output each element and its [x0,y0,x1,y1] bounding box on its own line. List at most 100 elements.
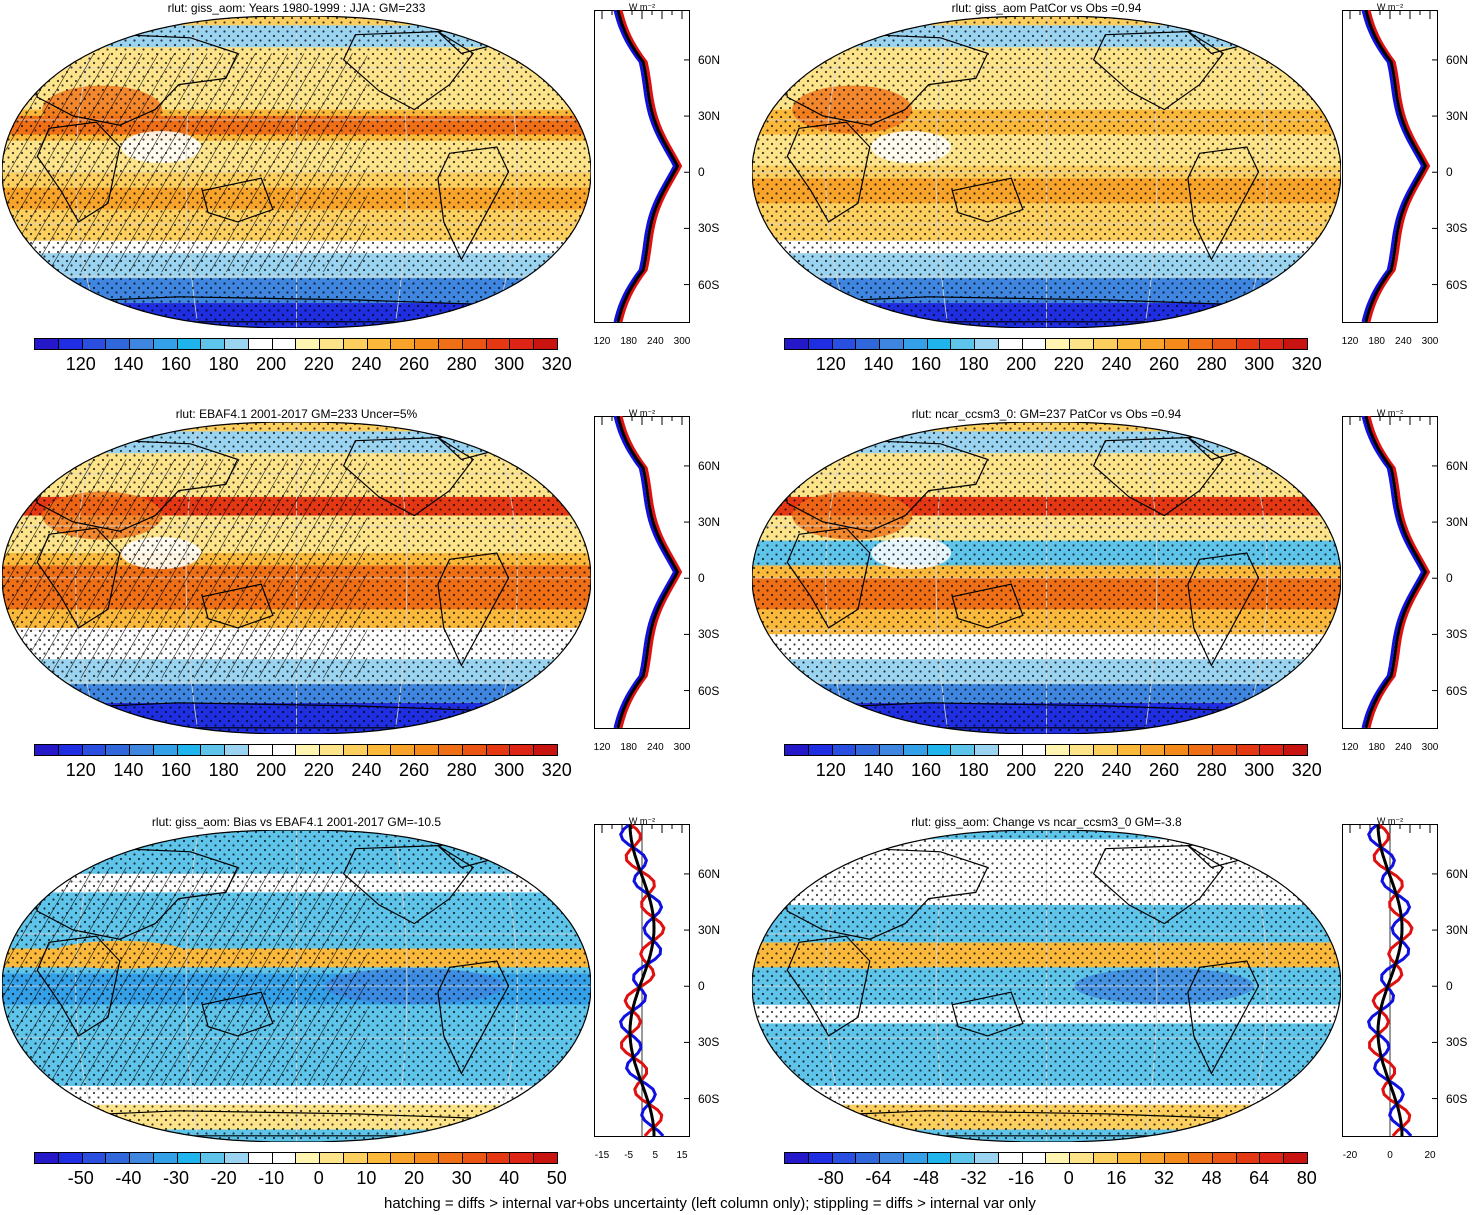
colorbar-swatch [927,339,952,349]
zonal-line [618,824,665,1138]
stippling [752,16,1341,328]
latitude-label: 30N [1446,109,1469,124]
colorbar-label: 140 [113,354,144,374]
zonal-x-tick-label: 180 [1368,742,1385,753]
zonal-x-tick-label: 300 [673,336,691,347]
map-title: rlut: giss_aom PatCor vs Obs =0.94 [951,1,1142,15]
colorbar-swatch [391,745,416,755]
colorbar-label: 160 [910,760,942,780]
latitude-label: 0 [698,165,705,180]
colorbar-swatch [832,339,857,349]
colorbar-label: 32 [1153,1168,1175,1188]
colorbar-swatch [1212,1153,1237,1163]
colorbar-swatch [130,1153,154,1163]
colorbar-label: 320 [541,354,572,374]
colorbar-swatch [343,745,368,755]
colorbar-swatch [415,745,440,755]
colorbar-label: 180 [958,760,989,780]
colorbar-swatch [225,745,249,755]
colorbar [34,338,558,350]
zonal-line [1367,416,1431,729]
colorbar-swatch [1284,1153,1307,1163]
colorbar-swatch [1141,745,1166,755]
colorbar-label: 220 [1053,760,1084,780]
colorbar-swatch [998,339,1023,349]
colorbar-label: 64 [1249,1168,1270,1188]
colorbar-swatch [248,1153,273,1163]
zonal-mean-plot [1342,416,1438,729]
colorbar-swatch [1284,745,1307,755]
latitude-label: 0 [1446,571,1453,586]
hatching [2,53,368,272]
colorbar-label: 320 [1291,760,1322,780]
colorbar-label: 20 [403,1168,425,1188]
colorbar-label: 320 [1291,354,1322,374]
zonal-mean-plot [594,10,690,323]
latitude-label: 0 [698,979,705,994]
zonal-line [1364,10,1428,323]
zonal-units: W m⁻² [1376,2,1404,12]
latitude-label: 30S [1446,627,1468,642]
colorbar-label: 220 [303,354,334,374]
colorbar-label: 120 [815,354,846,374]
figure-footnote: hatching = diffs > internal var+obs unce… [384,1195,1036,1212]
map-title: rlut: giss_aom: Years 1980-1999 : JJA : … [167,1,426,15]
colorbar-label: 40 [499,1168,520,1188]
colorbar-label: 120 [65,354,96,374]
colorbar-label: 240 [1101,354,1132,374]
colorbar-swatch [1117,745,1142,755]
colorbar-swatch [975,745,999,755]
colorbar-swatch [153,339,178,349]
colorbar-swatch [320,1153,344,1163]
colorbar-swatch [832,1153,857,1163]
colorbar-swatch [439,1153,463,1163]
colorbar-label: 260 [398,354,430,374]
latitude-label: 30S [698,1035,720,1050]
colorbar-swatch [153,1153,178,1163]
colorbar-swatch [951,339,976,349]
colorbar-swatch [82,339,107,349]
colorbar-swatch [225,339,249,349]
zonal-x-tick-label: -20 [1342,1150,1358,1161]
colorbar-swatch [367,745,392,755]
colorbar-swatch [1260,745,1285,755]
colorbar-label: 160 [160,760,192,780]
zonal-line [620,824,666,1137]
colorbar-swatch [975,339,999,349]
zonal-units: W m⁻² [1376,816,1404,826]
colorbar [784,1152,1308,1164]
zonal-line [1364,416,1428,729]
colorbar-swatch [1284,339,1307,349]
colorbar-swatch [106,339,131,349]
colorbar-swatch [998,745,1023,755]
zonal-x-tick-label: 300 [1421,336,1439,347]
colorbar-swatch [880,1153,904,1163]
colorbar-swatch [415,1153,440,1163]
colorbar-swatch [1260,1153,1285,1163]
zonal-line [613,10,677,323]
zonal-x-tick-label: 120 [1341,336,1359,347]
colorbar-labels: 120 140 160 180 200 220 240 260 280 300 320 [34,760,572,782]
colorbar-label: 320 [541,760,572,780]
latitude-label: 0 [1446,979,1453,994]
colorbar-swatch [1141,339,1166,349]
colorbar-swatch [201,339,226,349]
colorbar-label: -40 [115,1168,142,1188]
colorbar-swatch [880,745,904,755]
colorbar-label: 50 [546,1168,567,1188]
map-title: rlut: ncar_ccsm3_0: GM=237 PatCor vs Obs… [911,407,1182,421]
colorbar-label: 200 [1006,760,1037,780]
colorbar-swatch [1022,1153,1047,1163]
colorbar-swatch [1189,745,1213,755]
colorbar-label: 300 [494,760,525,780]
stippling [752,830,1341,1142]
zonal-x-tick-label: 300 [1421,742,1439,753]
colorbar-swatch [510,745,535,755]
colorbar-swatch [106,1153,131,1163]
colorbar-label: 140 [863,760,894,780]
colorbar-swatch [106,745,131,755]
colorbar [34,744,558,756]
colorbar-label: 180 [958,354,989,374]
colorbar-swatch [201,1153,226,1163]
zonal-line [1361,416,1425,729]
